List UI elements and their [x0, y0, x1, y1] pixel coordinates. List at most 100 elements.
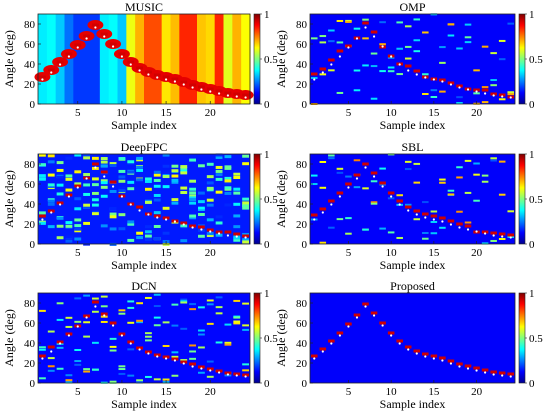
x-axis-label: Sample index [380, 397, 446, 411]
spurious-cell [311, 183, 318, 186]
spurious-cell [215, 177, 223, 181]
spurious-cell [311, 37, 318, 40]
spurious-cell [430, 96, 438, 99]
estimate-cell [404, 64, 412, 68]
spurious-cell [464, 159, 472, 162]
spurious-cell [370, 52, 378, 55]
estimate-cell [242, 234, 249, 238]
spurious-cell [171, 355, 179, 358]
estimate-cell [456, 84, 463, 88]
true-angle-marker [441, 359, 444, 362]
spurious-cell [224, 155, 232, 159]
spurious-cell [311, 174, 318, 177]
estimate-cell [464, 224, 472, 228]
spurious-cell [336, 167, 344, 170]
spurious-cell [118, 175, 126, 179]
spurious-cell [224, 343, 232, 346]
x-tick-label: 5 [75, 386, 81, 398]
estimate-cell [206, 228, 214, 232]
colorbar-tick-label: 1 [529, 288, 535, 300]
spurious-cell [430, 210, 438, 213]
spurious-cell [180, 191, 188, 195]
spurious-cell [92, 183, 99, 187]
spurious-cell [328, 157, 335, 160]
spurious-cell [189, 308, 196, 311]
spurious-cell [83, 153, 90, 157]
spurious-cell [233, 191, 241, 195]
true-angle-marker [67, 334, 71, 337]
colorbar-tick-label: 0 [529, 99, 535, 111]
spurious-cell [136, 231, 143, 235]
true-angle-marker [103, 314, 106, 317]
spurious-cell [56, 302, 64, 305]
true-angle-marker [466, 88, 470, 91]
true-angle-marker [50, 71, 53, 74]
spurious-cell [171, 374, 179, 377]
colorbar-tick-label: 0.5 [264, 54, 278, 66]
spurious-cell [47, 183, 55, 187]
spurious-cell [422, 31, 429, 34]
spurious-cell [92, 177, 99, 181]
y-axis-label: Angle (deg) [274, 309, 288, 367]
spectrum-column [232, 14, 242, 104]
estimate-cell [379, 321, 386, 325]
true-angle-marker [226, 94, 230, 97]
spurious-cell [74, 363, 82, 366]
spurious-cell [47, 202, 55, 206]
spurious-cell [379, 43, 386, 46]
x-axis-label: Sample index [111, 397, 177, 411]
y-tick-label: 80 [296, 19, 308, 31]
heatmap-background [310, 14, 515, 104]
spectrum-column [197, 14, 207, 104]
true-angle-marker [330, 342, 333, 345]
spurious-cell [362, 64, 369, 67]
spurious-cell [92, 310, 99, 313]
true-angle-marker [164, 357, 168, 360]
true-angle-marker [449, 223, 453, 226]
spurious-cell [242, 363, 249, 366]
true-angle-marker [76, 325, 79, 328]
true-angle-marker [313, 78, 316, 81]
spurious-cell [109, 349, 117, 352]
true-angle-marker [217, 371, 221, 374]
spurious-cell [65, 174, 73, 178]
y-tick-label: 0 [302, 378, 308, 390]
x-tick-label: 10 [116, 247, 128, 259]
y-tick-label: 80 [24, 298, 36, 310]
true-angle-marker [347, 325, 350, 328]
estimate-cell [127, 60, 135, 64]
estimate-cell [92, 23, 99, 27]
spurious-cell [215, 296, 223, 299]
estimate-cell [206, 367, 214, 371]
spurious-cell [507, 91, 514, 94]
spurious-cell [74, 349, 82, 352]
true-angle-marker [321, 350, 324, 353]
estimate-cell [345, 182, 352, 186]
estimate-cell [153, 73, 161, 77]
spurious-cell [242, 240, 249, 244]
spurious-cell [83, 183, 90, 187]
true-angle-marker [415, 73, 418, 76]
spurious-cell [404, 25, 412, 28]
estimate-cell [447, 81, 455, 85]
true-angle-marker [129, 203, 132, 206]
true-angle-marker [475, 369, 478, 372]
spurious-cell [189, 198, 196, 202]
spurious-cell [162, 231, 170, 235]
spurious-cell [233, 176, 241, 180]
spurious-cell [233, 214, 241, 218]
y-tick-label: 60 [296, 318, 308, 330]
spurious-cell [224, 341, 232, 344]
estimate-cell [481, 230, 489, 234]
estimate-cell [65, 193, 73, 197]
spurious-cell [198, 346, 205, 349]
spurious-cell [233, 238, 241, 242]
spurious-cell [464, 41, 472, 44]
spurious-cell [153, 378, 161, 381]
estimate-cell [56, 340, 64, 344]
spurious-cell [118, 372, 126, 375]
spurious-cell [215, 169, 223, 173]
estimate-cell [396, 339, 403, 343]
spectrum-column [205, 14, 216, 104]
